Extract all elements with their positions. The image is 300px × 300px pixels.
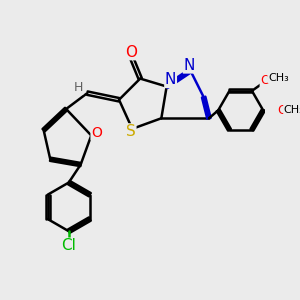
Text: N: N bbox=[183, 58, 195, 73]
Text: N: N bbox=[165, 72, 176, 87]
Text: O: O bbox=[125, 45, 137, 60]
Text: O: O bbox=[260, 74, 270, 87]
Text: CH₃: CH₃ bbox=[268, 73, 289, 82]
Text: H: H bbox=[73, 81, 83, 94]
Text: Cl: Cl bbox=[61, 238, 76, 253]
Text: CH₃: CH₃ bbox=[284, 105, 300, 115]
Text: S: S bbox=[126, 124, 136, 139]
Text: O: O bbox=[91, 126, 102, 140]
Text: O: O bbox=[277, 104, 286, 117]
